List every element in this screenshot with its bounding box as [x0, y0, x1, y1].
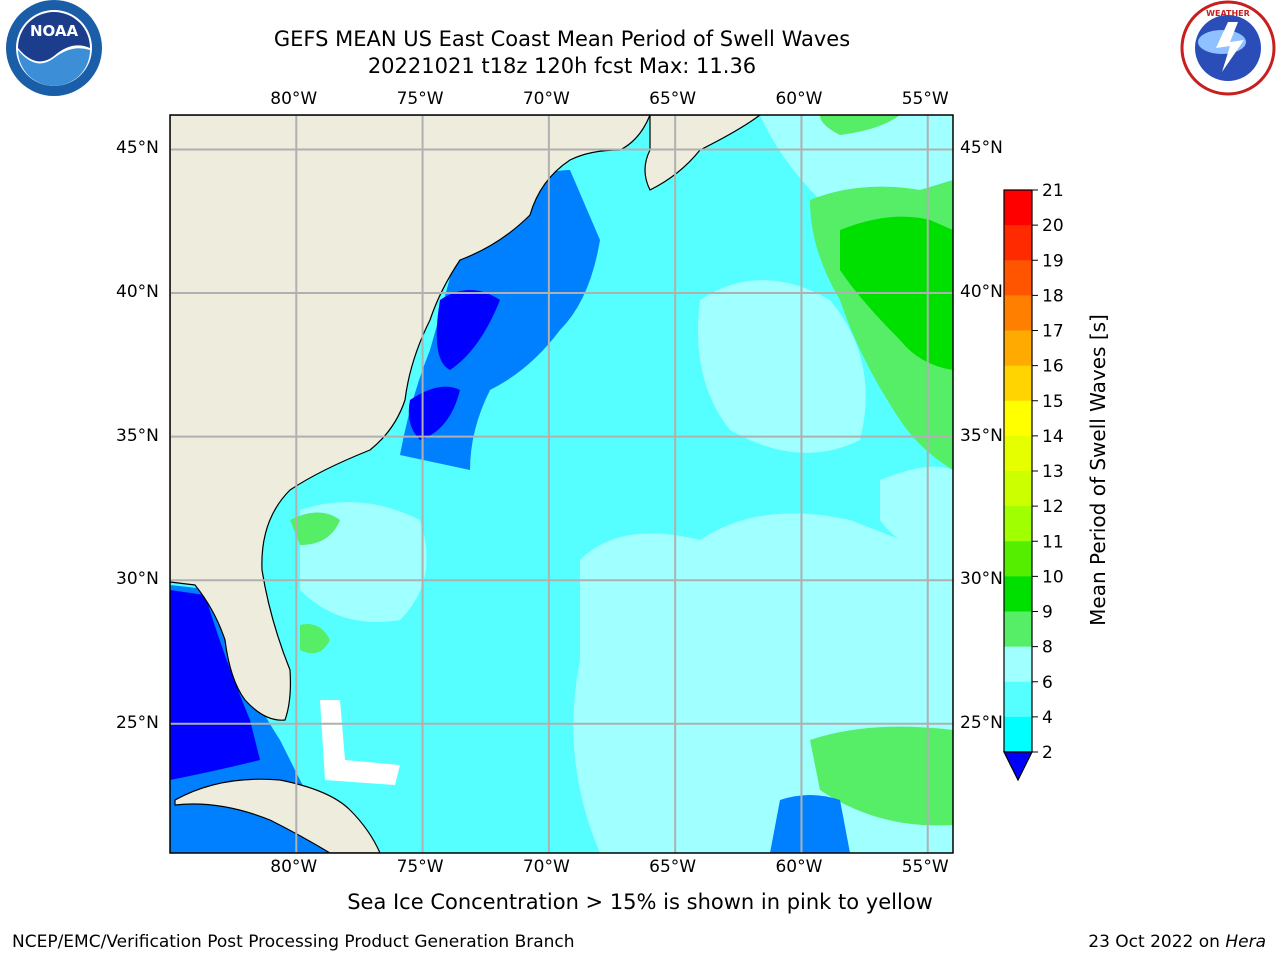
lat-label-left: 30°N — [116, 569, 159, 590]
colorbar-tick-label: 20 — [1042, 216, 1064, 236]
colorbar-under-triangle — [1003, 751, 1033, 782]
lon-label-bottom: 60°W — [775, 857, 823, 877]
chart-subtitle: 20221021 t18z 120h fcst Max: 11.36 — [367, 54, 757, 78]
colorbar-swatch — [1004, 225, 1032, 261]
machine-name: Hera — [1225, 932, 1266, 952]
lat-label-left: 35°N — [116, 425, 159, 446]
colorbar-tick-label: 8 — [1042, 638, 1053, 658]
lat-label-right: 45°N — [960, 138, 1003, 159]
credit-line: NCEP/EMC/Verification Post Processing Pr… — [12, 932, 575, 952]
lat-label-right: 25°N — [960, 712, 1003, 733]
lon-label-top: 75°W — [396, 89, 444, 109]
colorbar-swatch — [1004, 471, 1032, 507]
colorbar-swatch — [1004, 576, 1032, 612]
canada-maritimes-land — [644, 115, 762, 191]
colorbar-tick-label: 18 — [1042, 286, 1064, 306]
lon-label-bottom: 70°W — [522, 857, 570, 877]
colorbar-swatch — [1004, 400, 1032, 437]
sea-ice-note: Sea Ice Concentration > 15% is shown in … — [347, 890, 933, 914]
nws-logo: WEATHER — [1180, 0, 1276, 96]
colorbar-tick-label: 19 — [1042, 251, 1064, 271]
lat-label-right: 30°N — [960, 569, 1003, 590]
colorbar-tick-label: 12 — [1042, 497, 1064, 517]
colorbar-swatch — [1004, 646, 1032, 683]
cuba-land — [174, 778, 381, 853]
colorbar-tick-label: 14 — [1042, 427, 1064, 447]
colorbar: 21 20 19 18 17 16 15 14 13 12 11 10 9 8 6 4 2 — [1003, 181, 1064, 782]
noaa-logo: NOAA — [6, 0, 102, 96]
colorbar-tick-label: 17 — [1042, 322, 1064, 342]
map-frame — [169, 114, 954, 854]
colorbar-tick-label: 9 — [1042, 603, 1053, 623]
lon-label-top: 55°W — [901, 89, 949, 109]
colorbar-swatch — [1004, 541, 1032, 577]
colorbar-tick-label: 10 — [1042, 567, 1064, 587]
north-america-land — [170, 115, 651, 721]
colorbar-label: Mean Period of Swell Waves [s] — [1086, 314, 1110, 626]
colorbar-swatch — [1004, 190, 1032, 226]
map-area — [170, 115, 953, 853]
date-line: 23 Oct 2022 on Hera — [1088, 932, 1266, 952]
lon-label-top: 70°W — [522, 89, 570, 109]
lat-label-left: 40°N — [116, 282, 159, 303]
lon-label-bottom: 65°W — [649, 857, 697, 877]
colorbar-swatch — [1004, 260, 1032, 296]
colorbar-swatch — [1004, 365, 1032, 402]
colorbar-tick-label: 2 — [1042, 743, 1053, 763]
colorbar-tick-label: 15 — [1042, 392, 1064, 412]
colorbar-swatch — [1004, 330, 1032, 367]
colorbar-swatch — [1004, 611, 1032, 648]
colorbar-swatch — [1004, 506, 1032, 542]
lon-label-top: 65°W — [649, 89, 697, 109]
lon-label-bottom: 55°W — [901, 857, 949, 877]
lon-label-top: 80°W — [270, 89, 318, 109]
svg-text:NOAA: NOAA — [30, 22, 79, 40]
lon-label-top: 60°W — [775, 89, 823, 109]
lat-label-left: 45°N — [116, 138, 159, 159]
colorbar-tick-label: 4 — [1042, 708, 1053, 728]
svg-text:WEATHER: WEATHER — [1206, 9, 1250, 18]
colorbar-tick-label: 21 — [1042, 181, 1064, 201]
colorbar-swatch — [1004, 295, 1032, 331]
colorbar-swatch — [1004, 435, 1032, 472]
colorbar-swatch — [1004, 716, 1032, 753]
colorbar-tick-label: 6 — [1042, 673, 1053, 693]
colorbar-tick-label: 11 — [1042, 532, 1064, 552]
colorbar-tick-label: 13 — [1042, 462, 1064, 482]
lat-label-right: 40°N — [960, 282, 1003, 303]
lon-label-bottom: 80°W — [270, 857, 318, 877]
lat-label-right: 35°N — [960, 425, 1003, 446]
lat-label-left: 25°N — [116, 712, 159, 733]
chart-title: GEFS MEAN US East Coast Mean Period of S… — [273, 27, 851, 51]
colorbar-swatch — [1004, 681, 1032, 718]
lon-label-bottom: 75°W — [396, 857, 444, 877]
colorbar-tick-label: 16 — [1042, 357, 1064, 377]
